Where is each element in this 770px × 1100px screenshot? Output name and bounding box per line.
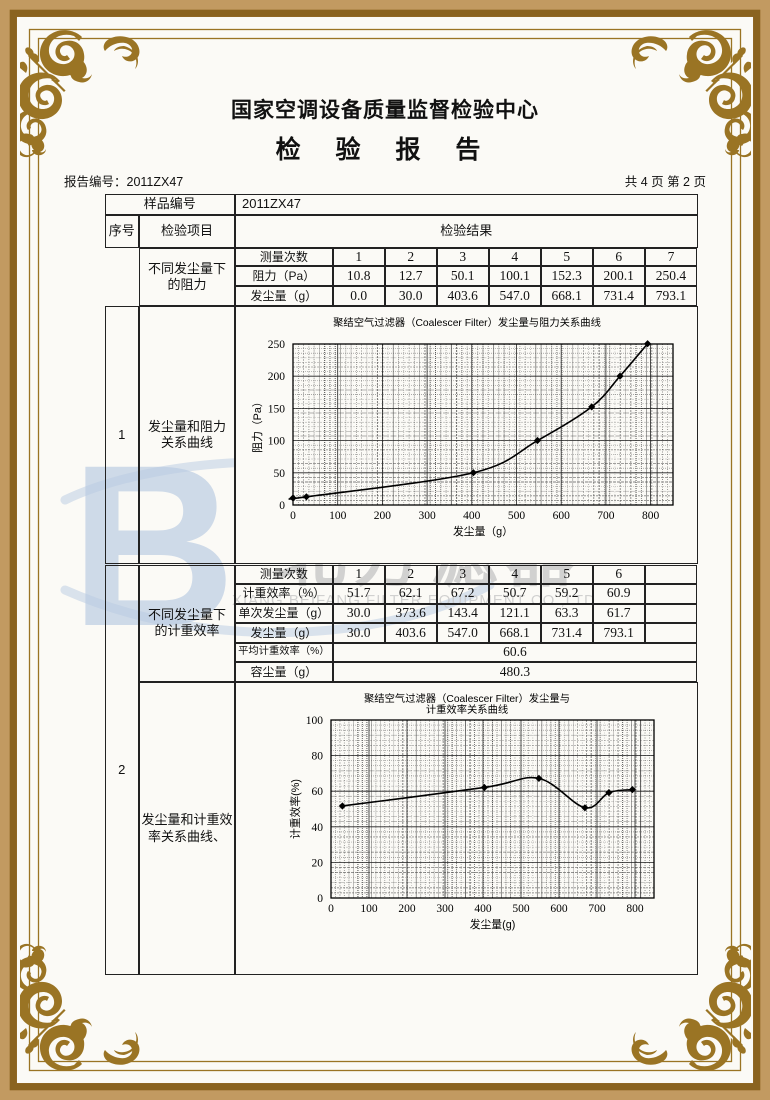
svg-text:100: 100 xyxy=(268,436,286,448)
svg-text:200: 200 xyxy=(374,510,392,522)
svg-text:800: 800 xyxy=(626,903,644,915)
svg-text:阻力（Pa）: 阻力（Pa） xyxy=(251,396,264,452)
svg-text:500: 500 xyxy=(512,903,530,915)
svg-text:100: 100 xyxy=(306,715,324,727)
svg-text:150: 150 xyxy=(268,403,286,415)
svg-text:发尘量（g）: 发尘量（g） xyxy=(453,524,513,538)
svg-text:200: 200 xyxy=(268,371,286,383)
svg-text:400: 400 xyxy=(474,903,492,915)
svg-text:0: 0 xyxy=(290,510,296,522)
svg-text:50: 50 xyxy=(274,468,286,480)
svg-text:60: 60 xyxy=(312,786,324,798)
svg-text:400: 400 xyxy=(463,510,481,522)
svg-text:计重效率关系曲线: 计重效率关系曲线 xyxy=(426,703,508,716)
svg-text:40: 40 xyxy=(312,822,324,834)
svg-text:100: 100 xyxy=(329,510,347,522)
svg-text:100: 100 xyxy=(360,903,378,915)
svg-text:0: 0 xyxy=(328,903,334,915)
svg-text:300: 300 xyxy=(436,903,454,915)
svg-text:800: 800 xyxy=(642,510,660,522)
svg-text:500: 500 xyxy=(508,510,526,522)
svg-text:700: 700 xyxy=(597,510,615,522)
svg-text:发尘量(g): 发尘量(g) xyxy=(470,917,516,931)
svg-text:300: 300 xyxy=(418,510,436,522)
svg-text:200: 200 xyxy=(398,903,416,915)
svg-text:80: 80 xyxy=(312,751,324,763)
svg-text:20: 20 xyxy=(312,857,324,869)
svg-text:0: 0 xyxy=(317,893,323,905)
svg-text:计重效率(%): 计重效率(%) xyxy=(288,779,302,839)
svg-text:600: 600 xyxy=(553,510,571,522)
svg-text:250: 250 xyxy=(268,339,286,351)
svg-text:0: 0 xyxy=(279,500,285,512)
svg-text:聚结空气过滤器（Coalescer Filter）发尘量与: 聚结空气过滤器（Coalescer Filter）发尘量与 xyxy=(364,692,570,705)
svg-text:600: 600 xyxy=(550,903,568,915)
svg-text:聚结空气过滤器（Coalescer Filter）发尘量与阻: 聚结空气过滤器（Coalescer Filter）发尘量与阻力关系曲线 xyxy=(333,316,601,329)
svg-text:700: 700 xyxy=(588,903,606,915)
